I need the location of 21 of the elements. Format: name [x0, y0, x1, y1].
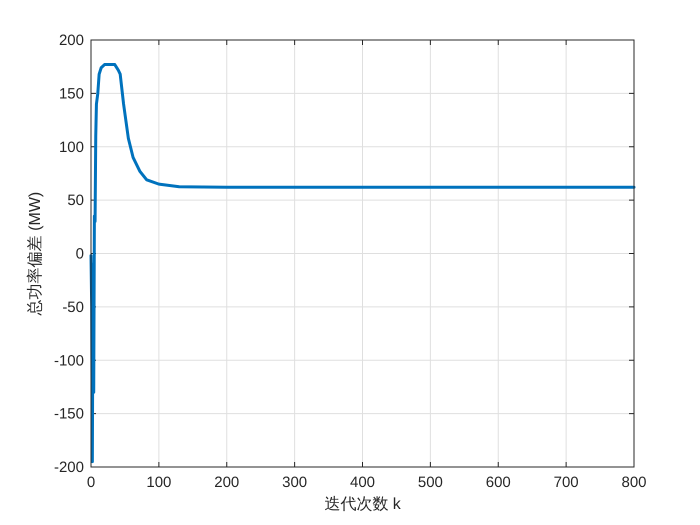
line-series — [90, 63, 636, 464]
x-tick-label: 0 — [86, 474, 96, 491]
x-tick-label: 800 — [621, 474, 647, 491]
y-tick-label: 100 — [58, 138, 84, 156]
y-tick-label: -100 — [54, 352, 84, 370]
y-tick-label: 200 — [58, 32, 84, 49]
x-tick-label: 600 — [486, 474, 511, 491]
x-tick-label: 500 — [418, 474, 443, 491]
x-tick-label: 100 — [146, 474, 172, 491]
y-tick-label: -200 — [54, 459, 84, 476]
x-tick-label: 300 — [282, 474, 308, 491]
y-tick-label: 150 — [58, 85, 84, 102]
x-tick-label: 200 — [214, 474, 240, 491]
y-tick-label: -150 — [54, 406, 84, 423]
x-tick-label: 700 — [554, 474, 579, 491]
y-tick-label: 0 — [76, 246, 84, 262]
y-tick-label: -50 — [62, 298, 84, 316]
y-axis-title: 总功率偏差 (MW) — [26, 192, 44, 316]
x-axis-title: 迭代次数 k — [324, 495, 402, 513]
x-tick-label: 400 — [350, 474, 376, 491]
y-tick-label: 50 — [67, 192, 84, 210]
